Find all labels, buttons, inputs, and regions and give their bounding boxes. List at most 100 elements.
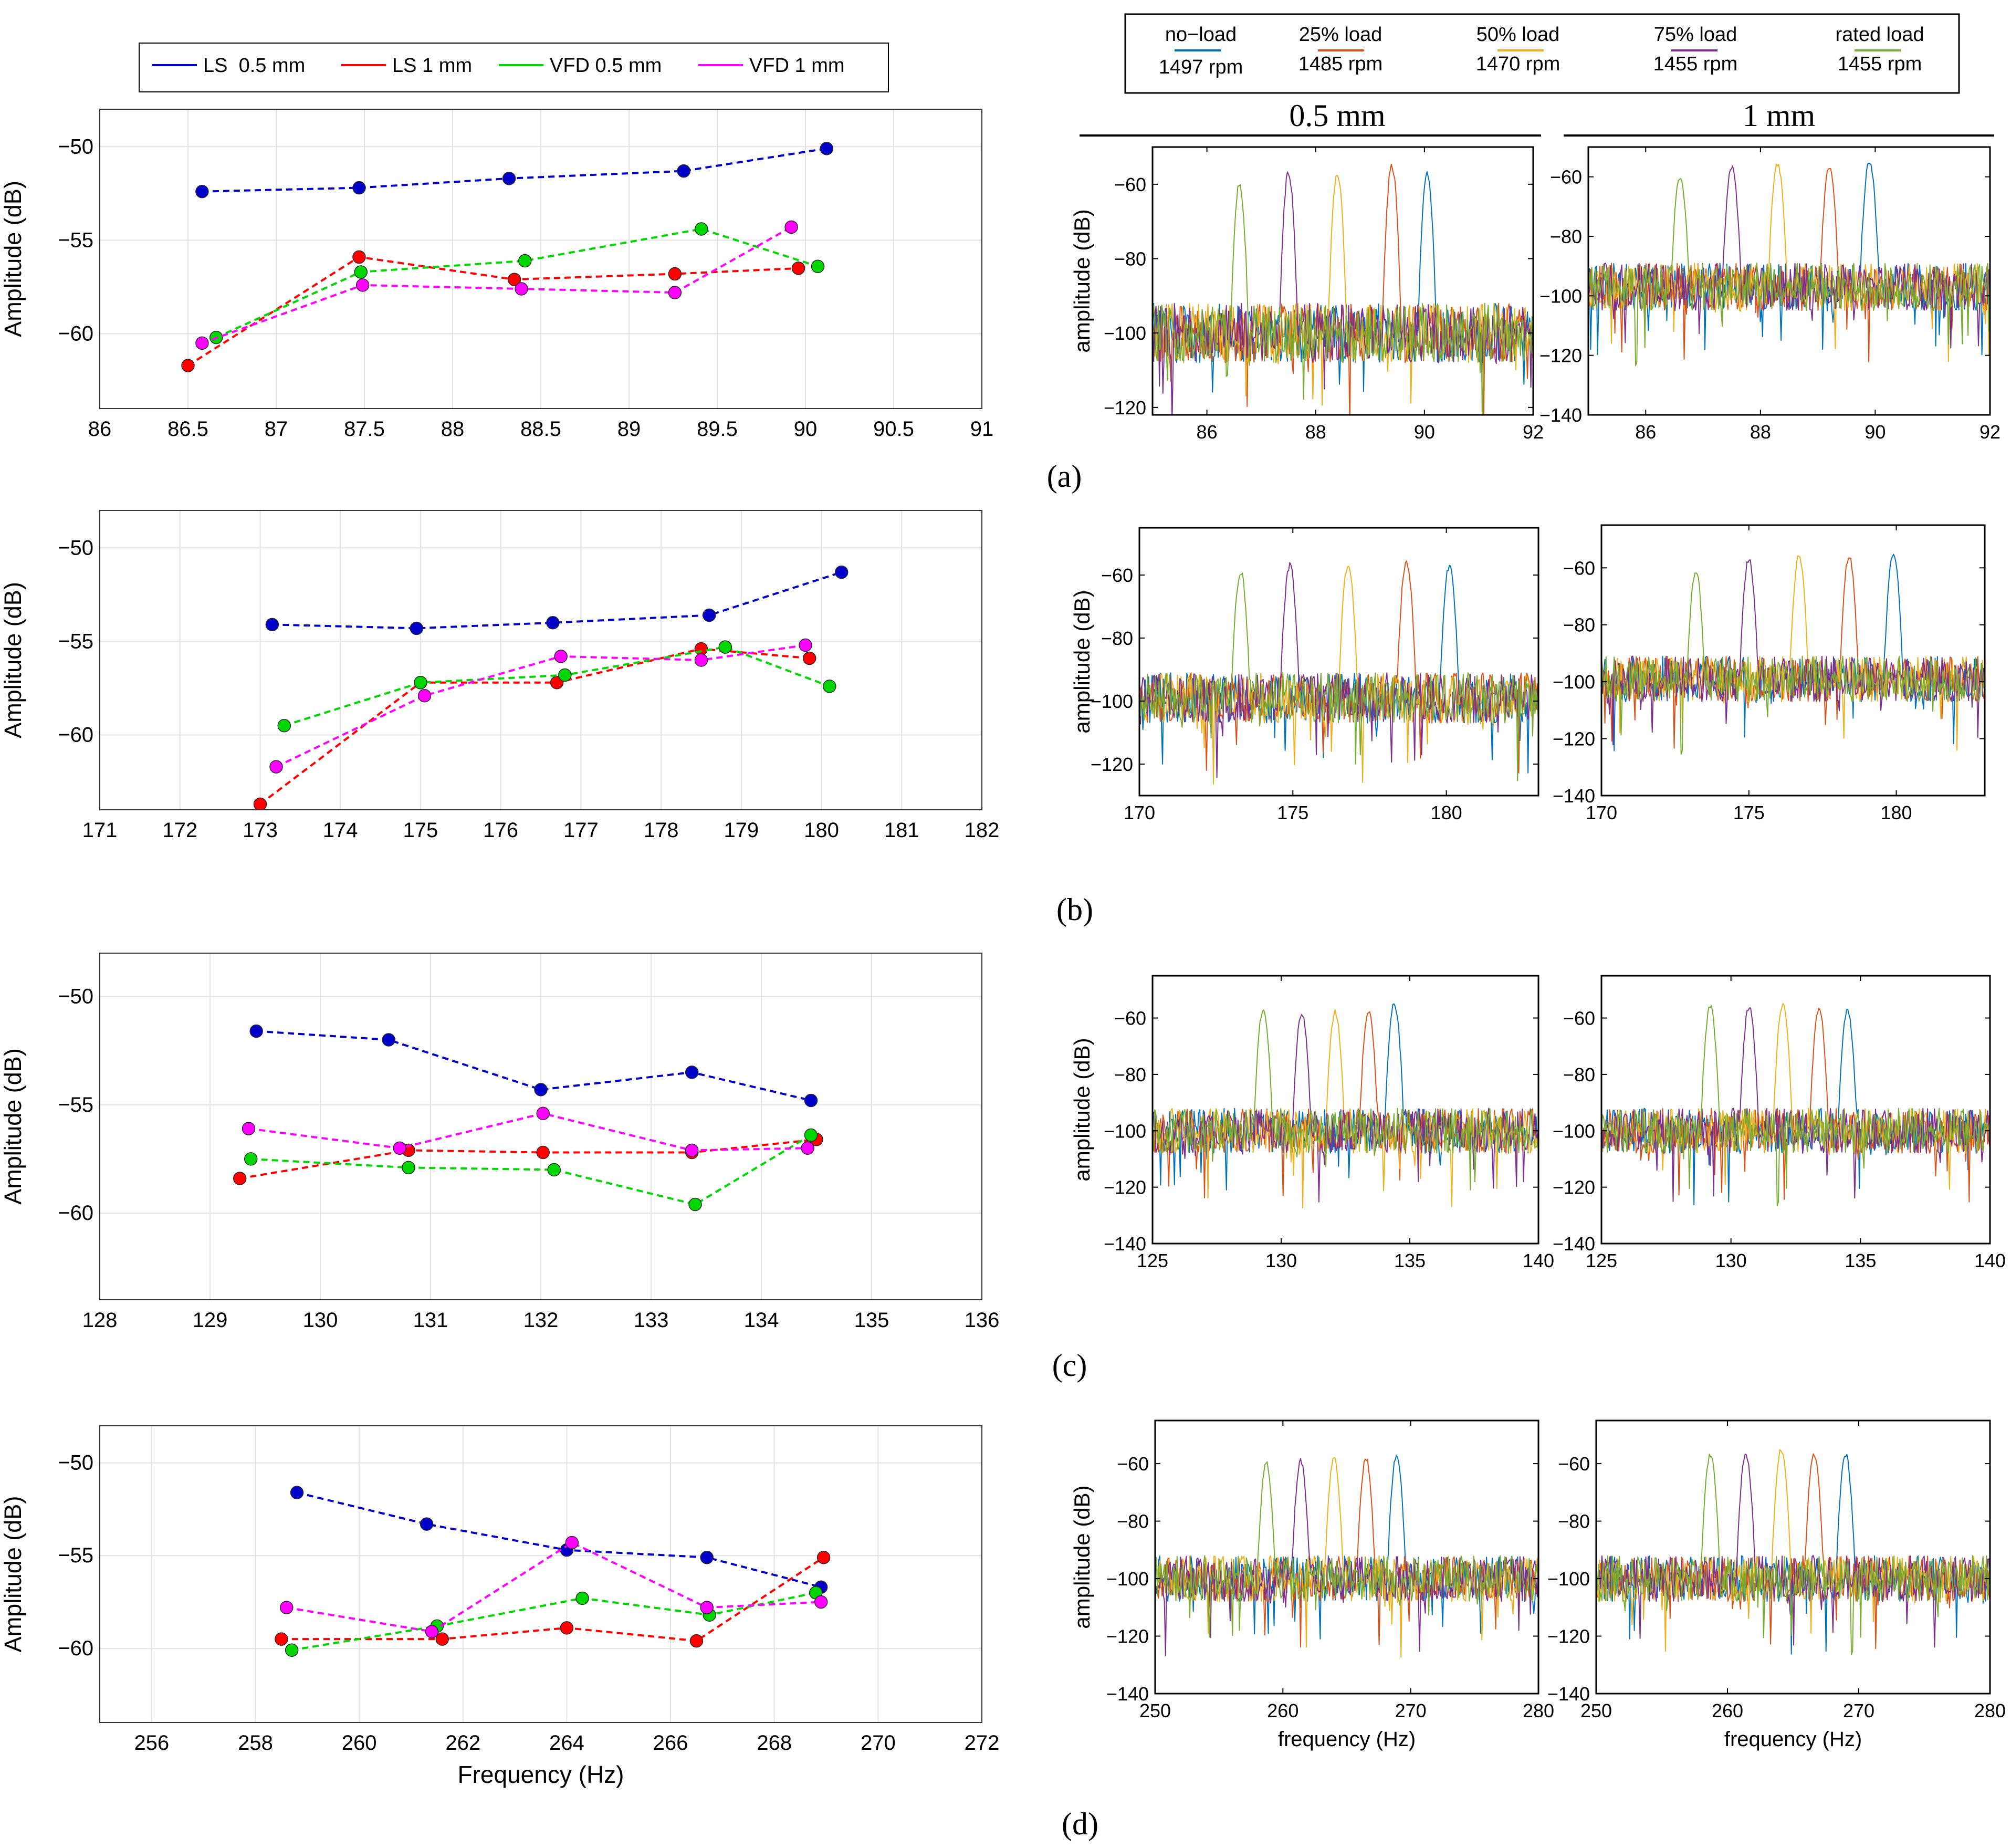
spectrum-line	[1588, 178, 1990, 367]
x-tick-label: 250	[1139, 1700, 1171, 1721]
axes-frame	[1154, 1419, 1539, 1695]
y-axis-label: amplitude (dB)	[1070, 590, 1094, 733]
y-tick-label: −140	[1539, 404, 1582, 426]
axes-frame	[99, 953, 982, 1300]
spectrum-line	[1155, 1461, 1538, 1638]
data-point	[417, 688, 432, 703]
data-point	[536, 1106, 550, 1120]
axes-frame	[1600, 975, 1991, 1245]
x-tick-label: 180	[1431, 802, 1462, 823]
legend-right-load: rated load	[1835, 24, 1924, 46]
x-tick-label: 91	[970, 417, 994, 441]
y-tick-label: −140	[1106, 1683, 1149, 1705]
legend-left-entry: LS 0.5 mm	[152, 55, 305, 77]
x-tick-label: 92	[1523, 421, 1544, 443]
data-point	[435, 1632, 449, 1646]
axes-frame	[99, 1425, 982, 1723]
chart-c-left: 128 129 130 131 132 133 134 135 136 −60 −55 −50 Ampl…	[0, 953, 999, 1332]
x-tick-label: 256	[134, 1731, 169, 1755]
y-axis-label: Amplitude (dB)	[0, 181, 26, 337]
data-point	[536, 1145, 550, 1160]
data-point	[668, 267, 682, 281]
data-point	[685, 1066, 699, 1079]
y-axis-label: Amplitude (dB)	[0, 582, 26, 738]
x-axis-label: frequency (Hz)	[1278, 1728, 1416, 1751]
x-tick-label: 89.5	[697, 417, 738, 441]
data-point	[694, 642, 708, 656]
x-tick-label: 130	[1715, 1250, 1747, 1271]
legend-right-load: 25% load	[1299, 24, 1382, 46]
data-point	[700, 1550, 714, 1564]
axes-frame	[1587, 146, 1991, 416]
data-point	[554, 650, 568, 663]
x-tick-label: 260	[1712, 1700, 1743, 1721]
y-axis-label: amplitude (dB)	[1070, 1038, 1094, 1181]
x-tick-label: 170	[1586, 802, 1617, 823]
column-title-0-5mm: 0.5 mm	[1289, 98, 1385, 133]
x-tick-label: 258	[238, 1731, 273, 1755]
x-tick-label: 92	[1979, 421, 2000, 443]
y-tick-label: −140	[1553, 785, 1595, 807]
legend-left-label: LS 1 mm	[392, 55, 472, 77]
x-tick-label: 140	[1974, 1250, 2006, 1271]
data-point	[799, 638, 812, 652]
x-tick-label: 180	[804, 819, 839, 842]
series-layer	[1153, 163, 1533, 415]
y-axis-label: amplitude (dB)	[1070, 1485, 1094, 1628]
panel-letter-a: (a)	[1047, 459, 1082, 494]
y-tick-label: −80	[1114, 1064, 1146, 1085]
x-tick-label: 266	[653, 1731, 688, 1755]
data-point	[677, 164, 690, 178]
x-tick-label: 88	[1750, 421, 1771, 443]
y-axis-label: Amplitude (dB)	[0, 1048, 26, 1205]
y-tick-label: −100	[1106, 1568, 1149, 1590]
legend-right-entry: no−load 1497 rpm	[1159, 24, 1243, 78]
y-tick-label: −60	[1114, 1008, 1146, 1029]
x-tick-label: 182	[965, 819, 1000, 842]
x-tick-label: 171	[82, 819, 118, 842]
x-tick-label: 89	[617, 417, 641, 441]
y-tick-label: −60	[58, 1202, 93, 1225]
y-tick-label: −80	[1558, 1511, 1590, 1532]
y-tick-label: −50	[58, 135, 93, 158]
x-tick-label: 135	[854, 1309, 889, 1332]
legend-right-load: 75% load	[1654, 24, 1737, 46]
x-tick-label: 87	[265, 417, 288, 441]
data-point	[560, 1621, 574, 1635]
data-point	[425, 1625, 439, 1638]
x-tick-label: 87.5	[344, 417, 385, 441]
series-layer	[181, 142, 834, 372]
x-tick-label: 250	[1580, 1700, 1612, 1721]
y-tick-label: −55	[58, 228, 93, 252]
legend-left-label: VFD 0.5 mm	[550, 55, 662, 77]
x-tick-label: 86	[1197, 421, 1218, 443]
y-tick-label: −60	[1117, 1453, 1149, 1475]
data-point	[355, 278, 370, 292]
y-tick-label: −100	[1553, 1120, 1595, 1142]
legend-left-label: LS 0.5 mm	[203, 55, 305, 77]
y-tick-label: −50	[58, 536, 93, 559]
x-tick-label: 180	[1880, 802, 1912, 823]
spectrum-line	[1153, 184, 1533, 415]
series-layer	[1155, 1455, 1538, 1658]
plot-area	[100, 1426, 982, 1722]
x-tick-label: 135	[1394, 1250, 1426, 1271]
y-tick-label: −60	[1114, 174, 1146, 195]
chart-b-left: 171 172 173 174 175 176 177 178 179 180 181 182 −60 −…	[0, 510, 999, 842]
x-tick-label: 264	[549, 1731, 584, 1755]
x-tick-label: 280	[1974, 1700, 2006, 1721]
data-point	[802, 651, 816, 665]
y-tick-label: −50	[58, 1452, 93, 1475]
x-tick-label: 173	[243, 819, 278, 842]
column-title-1mm: 1 mm	[1743, 98, 1815, 133]
data-point	[352, 181, 366, 195]
data-point	[393, 1141, 406, 1155]
spectrum-line	[1588, 163, 1990, 362]
x-tick-label: 172	[162, 819, 197, 842]
y-tick-label: −100	[1553, 671, 1595, 693]
data-point	[414, 676, 427, 690]
legend-right-speed: 1485 rpm	[1298, 53, 1383, 75]
legend-right-speed: 1470 rpm	[1476, 53, 1560, 75]
y-tick-label: −140	[1547, 1683, 1590, 1705]
y-tick-label: −60	[1558, 1453, 1590, 1475]
